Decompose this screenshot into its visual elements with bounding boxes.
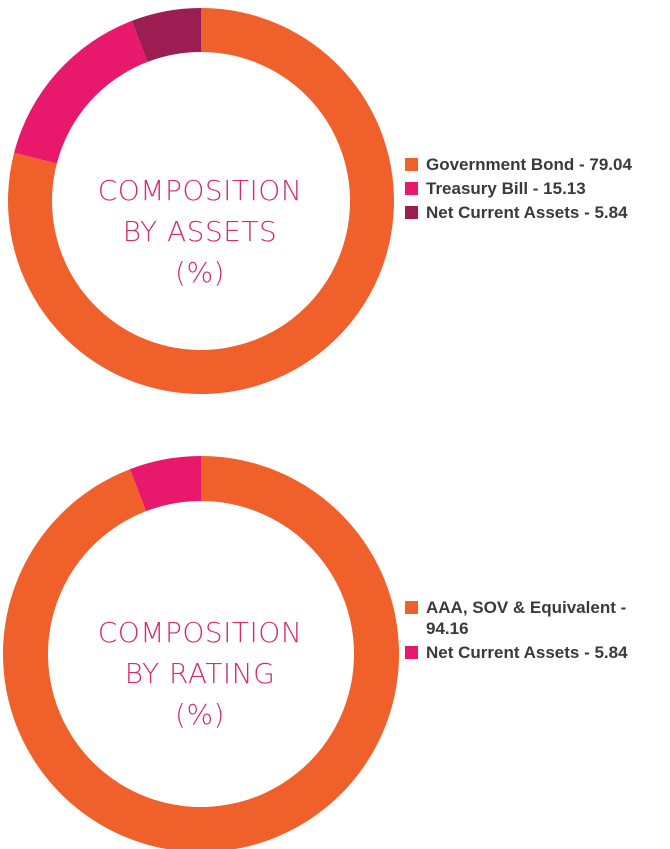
rating-donut [3, 456, 399, 849]
assets-title-line-1: COMPOSITION [97, 174, 303, 207]
legend-swatch [405, 158, 418, 171]
donut-slice-treasury-bill [14, 20, 148, 164]
assets-composition-chart: COMPOSITION BY ASSETS (%) Government Bon… [0, 0, 670, 400]
legend-label: Treasury Bill - 15.13 [426, 179, 586, 198]
legend-label: Net Current Assets - 5.84 [426, 643, 628, 662]
rating-title-line-2: BY RATING [124, 657, 276, 690]
legend-swatch [405, 206, 418, 219]
legend-item-treasury-bill: Treasury Bill - 15.13 [405, 178, 667, 199]
legend-swatch [405, 601, 418, 614]
rating-title-line-1: COMPOSITION [97, 616, 303, 649]
assets-legend: Government Bond - 79.04 Treasury Bill - … [405, 154, 667, 226]
assets-donut [7, 8, 394, 394]
legend-label: AAA, SOV & Equivalent - 94.16 [426, 598, 627, 638]
legend-item-net-current-assets: Net Current Assets - 5.84 [405, 642, 667, 663]
rating-composition-chart: COMPOSITION BY RATING (%) AAA, SOV & Equ… [0, 435, 670, 849]
donut-slice-net-current-assets [131, 8, 201, 62]
assets-title-line-3: (%) [175, 256, 225, 289]
donut-slice-net-current-assets [129, 456, 201, 512]
legend-item-government-bond: Government Bond - 79.04 [405, 154, 667, 175]
legend-item-aaa-sov-equivalent: AAA, SOV & Equivalent - 94.16 [405, 597, 667, 639]
rating-title-line-3: (%) [175, 698, 225, 731]
rating-legend: AAA, SOV & Equivalent - 94.16 Net Curren… [405, 597, 667, 666]
legend-swatch [405, 182, 418, 195]
assets-title-line-2: BY ASSETS [122, 215, 278, 248]
legend-label: Government Bond - 79.04 [426, 155, 632, 174]
assets-center-label: COMPOSITION BY ASSETS (%) [50, 170, 350, 293]
legend-label: Net Current Assets - 5.84 [426, 203, 628, 222]
legend-item-net-current-assets: Net Current Assets - 5.84 [405, 202, 667, 223]
rating-center-label: COMPOSITION BY RATING (%) [50, 612, 350, 735]
legend-swatch [405, 646, 418, 659]
